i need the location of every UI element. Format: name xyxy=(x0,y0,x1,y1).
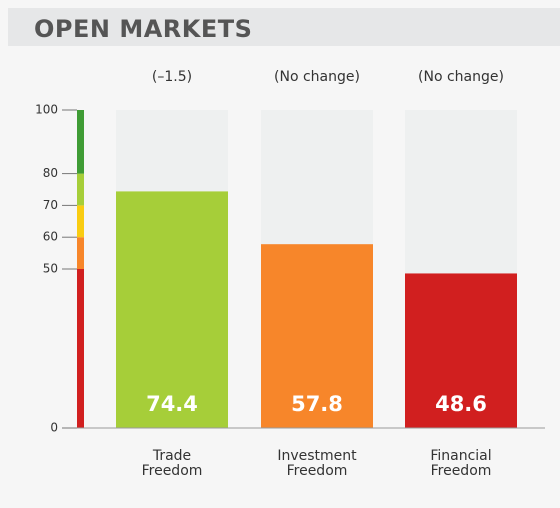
scale-band xyxy=(77,205,84,238)
x-tick-label: Trade Freedom xyxy=(141,448,203,479)
bar xyxy=(261,244,373,428)
x-tick-label: Financial Freedom xyxy=(430,448,492,479)
y-tick-label: 100 xyxy=(35,103,58,117)
value-label: 57.8 xyxy=(291,392,343,416)
header: OPEN MARKETS xyxy=(8,8,560,46)
scale-band xyxy=(77,269,84,428)
bar xyxy=(116,191,228,428)
y-tick-label: 70 xyxy=(43,198,58,212)
value-label: 74.4 xyxy=(146,392,198,416)
scale-band xyxy=(77,173,84,206)
y-tick-label: 80 xyxy=(43,166,58,180)
annotation: (No change) xyxy=(418,69,504,85)
y-tick-label: 60 xyxy=(43,230,58,244)
x-tick-label: Investment Freedom xyxy=(277,448,357,479)
y-tick-label: 50 xyxy=(43,262,58,276)
value-label: 48.6 xyxy=(435,392,487,416)
annotation: (–1.5) xyxy=(152,69,192,85)
annotation: (No change) xyxy=(274,69,360,85)
bar xyxy=(405,273,517,428)
scale-band xyxy=(77,110,84,174)
y-tick-label: 0 xyxy=(50,421,58,435)
scale-band xyxy=(77,237,84,269)
chart-title: OPEN MARKETS xyxy=(34,15,253,43)
